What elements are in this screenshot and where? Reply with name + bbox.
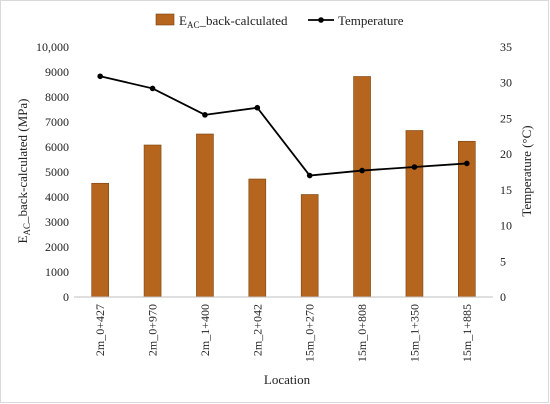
legend-bar-label: EAC_back-calculated: [179, 13, 288, 30]
legend-line-label: Temperature: [338, 13, 404, 28]
y-axis-right-ticks: 0 5 10 15 20 25 30 35: [500, 40, 512, 304]
bar: [143, 144, 162, 298]
legend: EAC_back-calculated Temperature: [155, 13, 404, 30]
y-right-tick-label: 30: [500, 76, 512, 90]
y-right-tick-label: 25: [500, 111, 512, 125]
y-left-tick-label: 5000: [45, 165, 69, 179]
y-left-tick-label: 6000: [45, 140, 69, 154]
y-axis-left-title: EAC_back-calculated (MPa): [15, 99, 32, 244]
y-axis-left-ticks: 0 1000 2000 3000 4000 5000 6000 7000 8000 9000 10,…: [36, 40, 69, 304]
y-left-tick-label: 1000: [45, 265, 69, 279]
x-axis-ticks: 2m_0+427 2m_0+970 2m_1+400 2m_2+042 15m_0+27…: [93, 304, 474, 362]
x-tick-label: 2m_0+427: [93, 304, 107, 356]
x-tick-label: 15m_1+350: [407, 304, 421, 362]
y-right-tick-label: 20: [500, 147, 512, 161]
temperature-point: [411, 164, 418, 170]
x-tick-label: 2m_2+042: [250, 304, 264, 356]
bar: [248, 178, 267, 298]
bar: [353, 76, 371, 298]
x-tick-label: 15m_0+270: [303, 304, 317, 362]
legend-line-marker: [318, 17, 324, 23]
bar: [300, 194, 319, 298]
temperature-point: [97, 73, 103, 80]
y-left-tick-label: 9000: [45, 65, 69, 79]
x-axis-title: Location: [264, 372, 311, 387]
bar: [196, 133, 214, 298]
x-tick-label: 2m_1+400: [198, 304, 212, 356]
y-left-tick-label: 2000: [45, 240, 69, 254]
temperature-point: [149, 85, 156, 92]
temperature-point: [254, 104, 261, 111]
y-right-tick-label: 35: [500, 40, 512, 54]
y-right-tick-label: 0: [500, 290, 506, 304]
temperature-point: [464, 160, 470, 167]
temperature-line: [99, 75, 467, 177]
bar: [405, 130, 424, 298]
y-right-tick-label: 10: [500, 219, 512, 233]
y-left-tick-label: 0: [63, 290, 69, 304]
x-tick-label: 15m_0+808: [355, 304, 369, 362]
temperature-point: [359, 167, 365, 174]
y-right-tick-label: 5: [500, 254, 506, 268]
bar: [91, 182, 109, 298]
y-left-tick-label: 4000: [45, 190, 69, 204]
y-left-tick-label: 8000: [45, 90, 69, 104]
y-left-tick-label: 7000: [45, 115, 69, 129]
x-tick-label: 2m_0+970: [146, 304, 160, 356]
y-right-tick-label: 15: [500, 183, 512, 197]
temperature-point: [306, 172, 313, 179]
temperature-line-series: [97, 73, 470, 179]
y-left-tick-label: 10,000: [36, 40, 69, 54]
y-left-tick-label: 3000: [45, 215, 69, 229]
y-axis-right-title: Temperature (°C): [519, 125, 534, 216]
temperature-point: [202, 112, 208, 118]
x-tick-label: 15m_1+885: [460, 304, 474, 362]
legend-bar-swatch: [155, 13, 175, 26]
bar-series: [91, 76, 476, 298]
